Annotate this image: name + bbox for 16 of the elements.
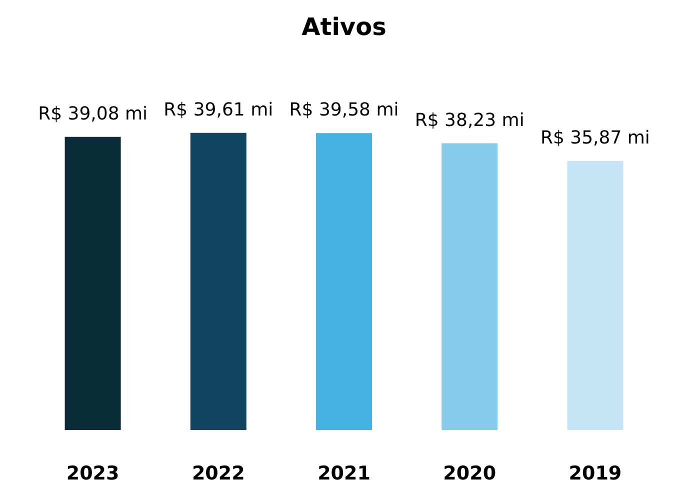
chart-title: Ativos (302, 13, 386, 41)
data-label: R$ 38,23 mi (414, 110, 524, 131)
bar (316, 133, 372, 430)
data-label: R$ 35,87 mi (540, 127, 650, 148)
x-tick-label: 2021 (318, 462, 370, 484)
data-label: R$ 39,58 mi (289, 100, 399, 121)
x-tick-label: 2019 (568, 462, 622, 484)
x-tick-label: 2022 (192, 462, 245, 484)
bar (567, 160, 624, 430)
x-tick-label: 2020 (443, 462, 496, 484)
bar (442, 143, 498, 430)
bar (190, 132, 246, 430)
data-label: R$ 39,61 mi (164, 99, 274, 120)
bar (64, 136, 121, 430)
x-tick-label: 2023 (66, 462, 120, 484)
data-label: R$ 39,08 mi (38, 103, 148, 124)
